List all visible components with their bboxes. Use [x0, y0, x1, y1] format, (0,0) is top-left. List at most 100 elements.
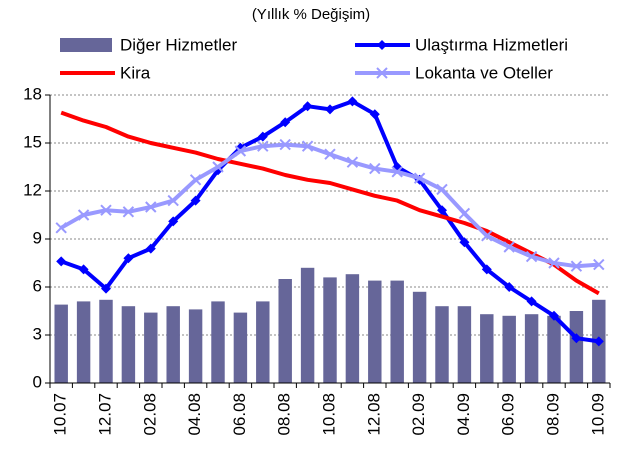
marker	[347, 96, 358, 107]
bar	[256, 301, 270, 383]
bar	[144, 312, 158, 383]
marker	[234, 145, 247, 157]
x-tick-label: 12.07	[95, 393, 114, 436]
bar	[233, 312, 248, 383]
bar	[166, 306, 180, 383]
marker	[101, 283, 111, 294]
x-tick-label: 06.09	[499, 393, 518, 436]
marker	[167, 194, 179, 207]
marker	[437, 205, 447, 216]
bar	[54, 304, 68, 383]
bar	[524, 314, 539, 383]
x-tick-label: 04.09	[454, 393, 473, 436]
legend-swatch	[60, 38, 112, 52]
marker	[369, 109, 380, 120]
bar	[502, 315, 516, 383]
marker	[324, 148, 336, 160]
chart-title: (Yıllık % Değişim)	[252, 6, 370, 23]
legend-marker	[376, 67, 388, 79]
marker	[122, 206, 135, 218]
marker	[257, 140, 269, 152]
y-tick-label: 18	[23, 84, 42, 103]
x-tick-label: 04.08	[185, 393, 204, 436]
marker	[413, 172, 426, 184]
marker	[548, 257, 560, 269]
marker	[78, 264, 89, 275]
bar	[368, 280, 382, 383]
marker	[481, 264, 492, 275]
marker	[168, 216, 179, 227]
x-tick-label: 02.08	[140, 393, 159, 436]
marker	[190, 195, 201, 206]
marker	[325, 104, 335, 115]
bar	[278, 279, 292, 383]
marker	[55, 222, 67, 234]
marker	[503, 241, 515, 253]
bar	[480, 314, 494, 383]
marker	[77, 209, 90, 221]
legend-label: Ulaştırma Hizmetleri	[415, 35, 568, 54]
bar	[547, 315, 561, 383]
y-tick-label: 15	[23, 132, 42, 151]
bar	[211, 301, 225, 383]
x-tick-label: 02.09	[409, 393, 428, 436]
marker	[571, 333, 582, 344]
legend-label: Diğer Hizmetler	[120, 35, 237, 54]
x-tick-label: 10.08	[319, 393, 338, 436]
legend-marker	[377, 40, 387, 50]
marker	[280, 117, 291, 128]
marker	[346, 156, 359, 168]
marker	[212, 161, 224, 173]
bar	[99, 299, 113, 383]
legend-label: Kira	[120, 63, 151, 82]
bar	[76, 301, 91, 383]
x-tick-label: 10.09	[588, 393, 607, 436]
bar	[390, 280, 404, 383]
x-tick-label: 08.08	[275, 393, 294, 436]
y-tick-label: 9	[33, 228, 42, 247]
bar	[188, 309, 203, 383]
bar	[435, 306, 449, 383]
x-tick-label: 06.08	[230, 393, 249, 436]
marker	[570, 260, 583, 272]
marker	[301, 140, 314, 152]
marker	[189, 174, 202, 186]
x-tick-label: 10.07	[51, 393, 70, 436]
marker	[145, 243, 156, 254]
marker	[526, 296, 537, 307]
marker	[436, 183, 448, 196]
legend-label: Lokanta ve Oteller	[415, 63, 553, 82]
marker	[481, 230, 493, 242]
marker	[257, 131, 268, 142]
x-tick-label: 08.09	[543, 393, 562, 436]
marker	[525, 250, 538, 263]
y-tick-label: 12	[23, 180, 42, 199]
marker	[458, 207, 471, 220]
bar	[569, 311, 584, 383]
y-tick-label: 3	[33, 324, 42, 343]
bar	[457, 306, 472, 383]
marker	[549, 310, 559, 321]
bar	[323, 277, 337, 383]
marker	[369, 162, 381, 175]
marker	[279, 138, 291, 151]
marker	[459, 237, 470, 248]
marker	[56, 256, 67, 267]
marker	[593, 336, 604, 347]
marker	[504, 282, 515, 292]
marker	[100, 204, 112, 216]
line	[60, 110, 600, 296]
marker	[391, 166, 403, 178]
bar	[300, 267, 315, 383]
y-tick-label: 0	[33, 372, 42, 391]
y-tick-label: 6	[33, 276, 42, 295]
bar	[121, 306, 136, 383]
bar	[412, 291, 427, 383]
marker	[593, 258, 605, 271]
bar	[345, 274, 360, 383]
marker	[302, 101, 313, 112]
marker	[145, 201, 157, 213]
marker	[123, 253, 134, 264]
